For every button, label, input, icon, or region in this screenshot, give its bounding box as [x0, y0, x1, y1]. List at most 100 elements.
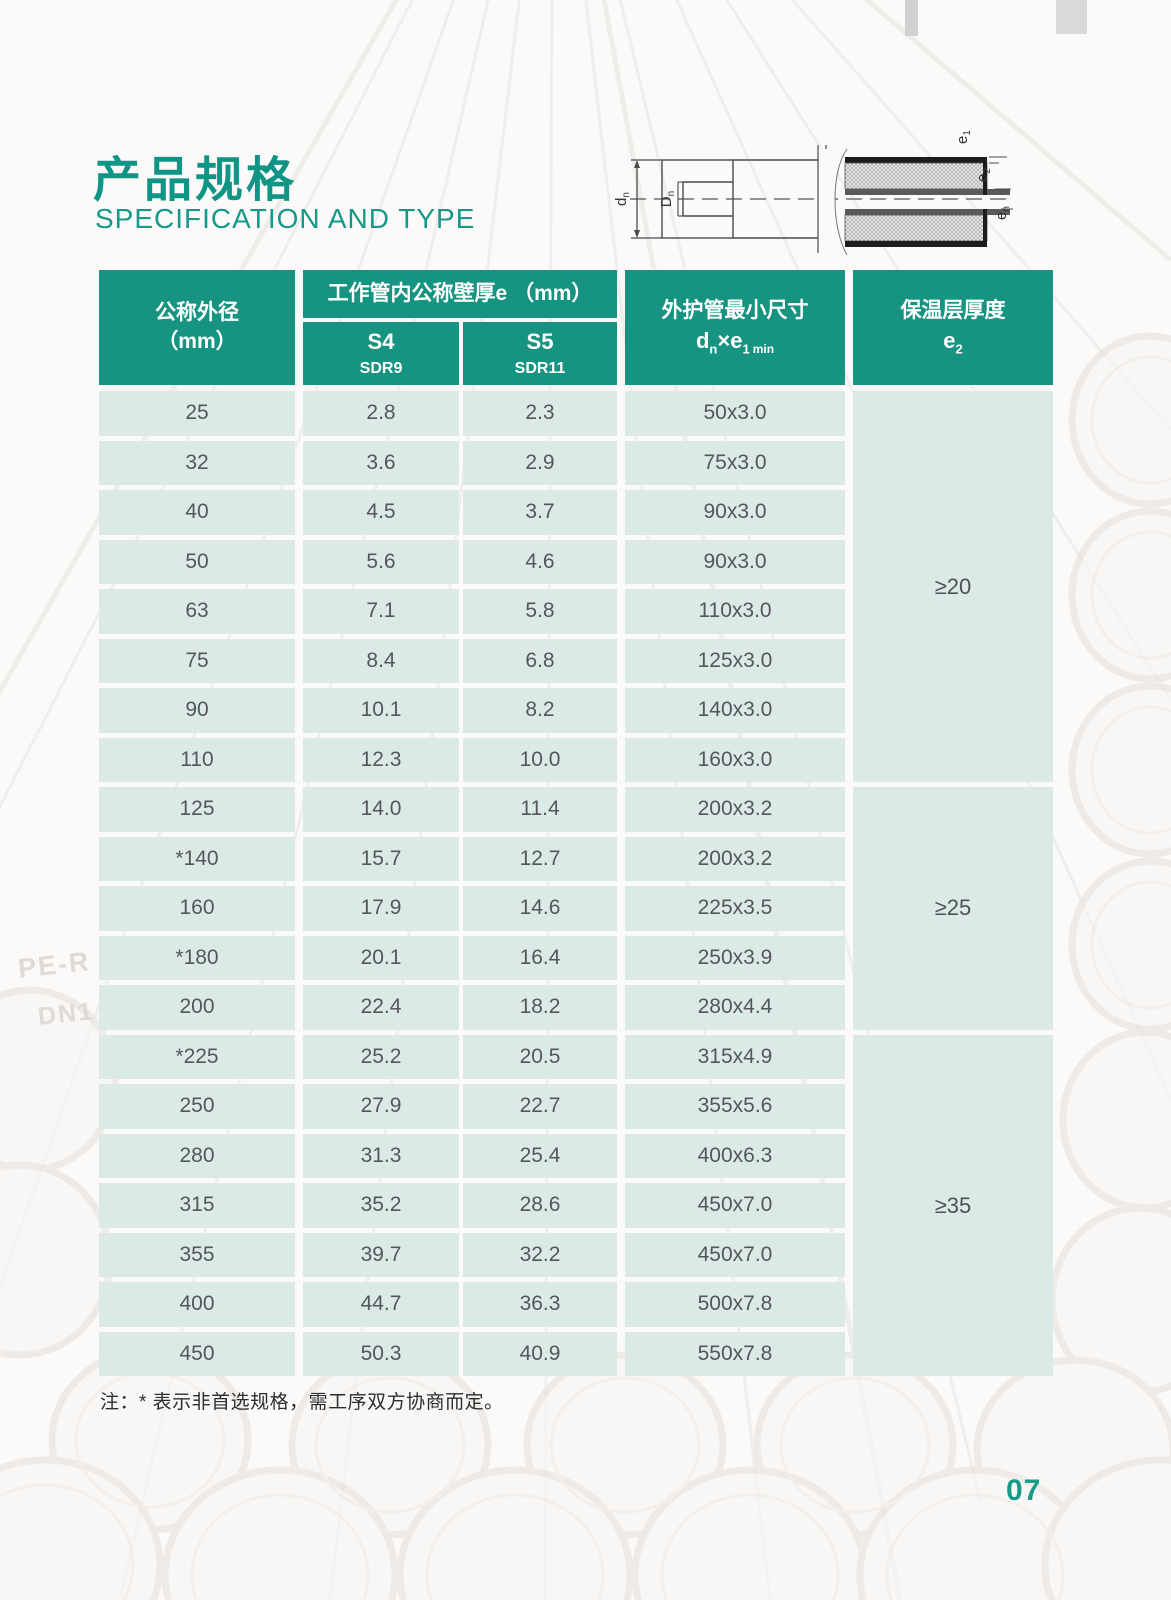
cell-s4-wall: 15.7 — [303, 836, 459, 881]
cell-nominal-diameter: 200 — [99, 985, 295, 1030]
pipe-tip — [1056, 0, 1087, 34]
cell-s5-wall: 6.8 — [463, 638, 617, 683]
background-pipe-print: DN1 — [36, 997, 96, 1031]
cell-s4-wall: 4.5 — [303, 490, 459, 535]
cell-s4-wall: 17.9 — [303, 886, 459, 931]
cell-s4-wall: 12.3 — [303, 737, 459, 782]
cell-outer-casing: 110x3.0 — [625, 589, 845, 634]
cell-s5-wall: 14.6 — [463, 886, 617, 931]
cell-nominal-diameter: 25 — [99, 391, 295, 436]
cell-nominal-diameter: *140 — [99, 836, 295, 881]
cell-nominal-diameter: 63 — [99, 589, 295, 634]
diagram-label-e1: e1 — [954, 130, 973, 144]
diagram-label-e2: e2 — [974, 168, 993, 182]
cell-s5-wall: 12.7 — [463, 836, 617, 881]
cell-s5-wall: 20.5 — [463, 1034, 617, 1079]
cell-s4-wall: 8.4 — [303, 638, 459, 683]
diagram-label-dn: dn — [615, 192, 632, 206]
cell-outer-casing: 140x3.0 — [625, 688, 845, 733]
cell-s5-wall: 2.3 — [463, 391, 617, 436]
cell-outer-casing: 200x3.2 — [625, 836, 845, 881]
cell-outer-casing: 50x3.0 — [625, 391, 845, 436]
cell-nominal-diameter: 125 — [99, 787, 295, 832]
cell-insulation-thickness: ≥25 — [853, 787, 1053, 1030]
cell-s4-wall: 22.4 — [303, 985, 459, 1030]
cell-outer-casing: 90x3.0 — [625, 490, 845, 535]
cell-outer-casing: 450x7.0 — [625, 1183, 845, 1228]
cell-s5-wall: 2.9 — [463, 440, 617, 485]
cell-s5-wall: 18.2 — [463, 985, 617, 1030]
cell-s4-wall: 39.7 — [303, 1232, 459, 1277]
header-nominal-diameter: 公称外径 （mm） — [99, 270, 295, 385]
page-title: 产品规格 — [93, 154, 298, 207]
cell-s4-wall: 20.1 — [303, 935, 459, 980]
spec-table: 公称外径 （mm） 工作管内公称壁厚e （mm） S4 SDR9 S5 SDR1… — [99, 270, 1053, 1382]
cell-nominal-diameter: 110 — [99, 737, 295, 782]
diagram-label-Dn: Dn — [658, 191, 677, 207]
table-footnote: 注：* 表示非首选规格，需工序双方协商而定。 — [100, 1392, 504, 1413]
cell-outer-casing: 75x3.0 — [625, 440, 845, 485]
cell-outer-casing: 250x3.9 — [625, 935, 845, 980]
cell-outer-casing: 400x6.3 — [625, 1133, 845, 1178]
cell-outer-casing: 225x3.5 — [625, 886, 845, 931]
cell-insulation-thickness: ≥35 — [853, 1034, 1053, 1376]
cell-outer-casing: 500x7.8 — [625, 1282, 845, 1327]
header-s5-sdr11: S5 SDR11 — [463, 322, 617, 385]
cell-s4-wall: 31.3 — [303, 1133, 459, 1178]
cell-outer-casing: 90x3.0 — [625, 539, 845, 584]
cell-nominal-diameter: 250 — [99, 1084, 295, 1129]
cell-s5-wall: 25.4 — [463, 1133, 617, 1178]
cell-s4-wall: 27.9 — [303, 1084, 459, 1129]
cell-s5-wall: 5.8 — [463, 589, 617, 634]
cell-s4-wall: 3.6 — [303, 440, 459, 485]
cell-s4-wall: 7.1 — [303, 589, 459, 634]
page-subtitle: SPECIFICATION AND TYPE — [95, 203, 476, 234]
cell-s5-wall: 4.6 — [463, 539, 617, 584]
cell-nominal-diameter: 90 — [99, 688, 295, 733]
header-wall-thickness-group: 工作管内公称壁厚e （mm） — [303, 270, 617, 318]
header-outer-casing-min-size: 外护管最小尺寸 dn×e1 min — [625, 270, 845, 385]
cell-insulation-thickness: ≥20 — [853, 391, 1053, 782]
cell-nominal-diameter: 32 — [99, 440, 295, 485]
cell-s4-wall: 10.1 — [303, 688, 459, 733]
cell-outer-casing: 550x7.8 — [625, 1331, 845, 1376]
cell-outer-casing: 355x5.6 — [625, 1084, 845, 1129]
cell-s5-wall: 11.4 — [463, 787, 617, 832]
cell-outer-casing: 200x3.2 — [625, 787, 845, 832]
cell-s5-wall: 3.7 — [463, 490, 617, 535]
header-insulation-thickness: 保温层厚度 e2 — [853, 270, 1053, 385]
cell-nominal-diameter: *225 — [99, 1034, 295, 1079]
cell-s5-wall: 8.2 — [463, 688, 617, 733]
cell-nominal-diameter: 160 — [99, 886, 295, 931]
cell-outer-casing: 280x4.4 — [625, 985, 845, 1030]
cell-s5-wall: 28.6 — [463, 1183, 617, 1228]
cell-s4-wall: 35.2 — [303, 1183, 459, 1228]
cell-s4-wall: 5.6 — [303, 539, 459, 584]
diagram-label-en: en — [993, 206, 1012, 220]
cell-outer-casing: 450x7.0 — [625, 1232, 845, 1277]
cell-nominal-diameter: *180 — [99, 935, 295, 980]
cell-nominal-diameter: 315 — [99, 1183, 295, 1228]
cell-s5-wall: 32.2 — [463, 1232, 617, 1277]
cell-outer-casing: 160x3.0 — [625, 737, 845, 782]
cell-s4-wall: 50.3 — [303, 1331, 459, 1376]
cell-nominal-diameter: 40 — [99, 490, 295, 535]
cell-s5-wall: 10.0 — [463, 737, 617, 782]
cell-s4-wall: 44.7 — [303, 1282, 459, 1327]
page-number: 07 — [1006, 1474, 1042, 1507]
cell-nominal-diameter: 75 — [99, 638, 295, 683]
cell-outer-casing: 315x4.9 — [625, 1034, 845, 1079]
cell-nominal-diameter: 355 — [99, 1232, 295, 1277]
cell-s5-wall: 16.4 — [463, 935, 617, 980]
cell-nominal-diameter: 50 — [99, 539, 295, 584]
cell-s5-wall: 36.3 — [463, 1282, 617, 1327]
pipe-tip — [905, 0, 918, 36]
pipe-diagram: dn Dn e1 e2 en — [615, 130, 1013, 256]
cell-s5-wall: 40.9 — [463, 1331, 617, 1376]
cell-nominal-diameter: 400 — [99, 1282, 295, 1327]
cell-s4-wall: 2.8 — [303, 391, 459, 436]
cell-s4-wall: 25.2 — [303, 1034, 459, 1079]
header-s4-sdr9: S4 SDR9 — [303, 322, 459, 385]
cell-outer-casing: 125x3.0 — [625, 638, 845, 683]
